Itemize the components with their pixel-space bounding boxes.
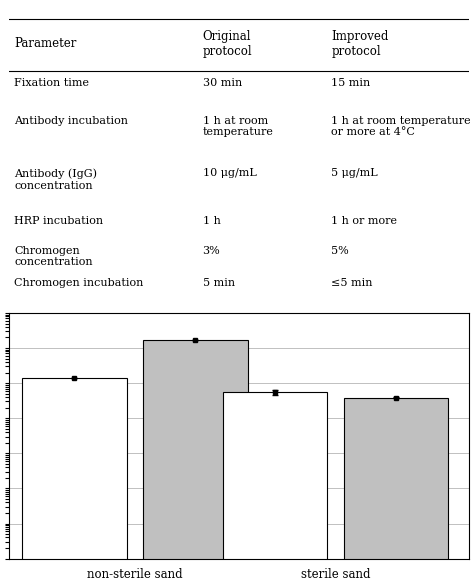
Text: ≤5 min: ≤5 min <box>331 278 373 288</box>
Text: Improved
protocol: Improved protocol <box>331 29 389 58</box>
Text: Chromogen
concentration: Chromogen concentration <box>14 246 93 267</box>
Text: 1 h at room
temperature: 1 h at room temperature <box>202 116 273 138</box>
Bar <box>22 378 127 588</box>
Text: 5 μg/mL: 5 μg/mL <box>331 169 378 179</box>
Text: 5%: 5% <box>331 246 349 256</box>
Text: 1 h: 1 h <box>202 216 220 226</box>
Text: 3%: 3% <box>202 246 220 256</box>
Text: 10 μg/mL: 10 μg/mL <box>202 169 256 179</box>
Text: Antibody incubation: Antibody incubation <box>14 116 128 126</box>
Text: Original
protocol: Original protocol <box>202 29 252 58</box>
Text: Antibody (IgG)
concentration: Antibody (IgG) concentration <box>14 169 97 191</box>
Bar <box>143 340 248 588</box>
Text: Parameter: Parameter <box>14 37 76 50</box>
Text: 1 h at room temperature
or more at 4°C: 1 h at room temperature or more at 4°C <box>331 116 471 138</box>
Text: Chromogen incubation: Chromogen incubation <box>14 278 144 288</box>
Text: 5 min: 5 min <box>202 278 235 288</box>
Text: HRP incubation: HRP incubation <box>14 216 103 226</box>
Text: 15 min: 15 min <box>331 78 371 88</box>
Bar <box>344 398 448 588</box>
Bar <box>223 392 327 588</box>
Text: 30 min: 30 min <box>202 78 242 88</box>
Text: Fixation time: Fixation time <box>14 78 89 88</box>
Text: 1 h or more: 1 h or more <box>331 216 397 226</box>
